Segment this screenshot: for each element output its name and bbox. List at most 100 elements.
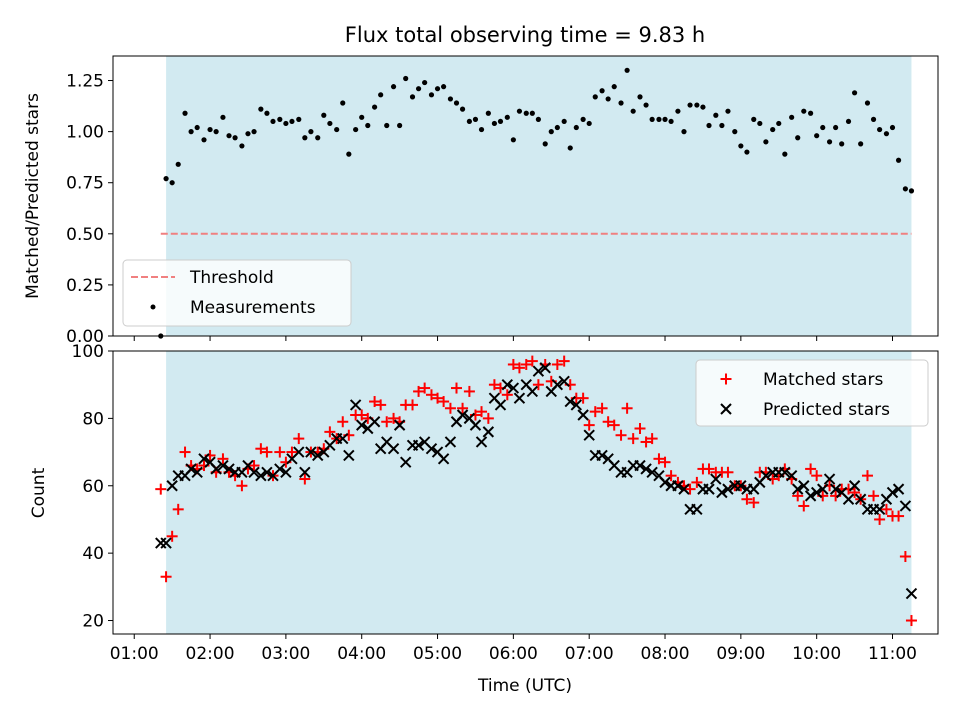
cross-b — [418, 436, 431, 448]
bottom-legend-box — [695, 359, 929, 427]
predicted-point — [368, 416, 381, 428]
predicted-point — [293, 446, 305, 458]
bottom-y-tick-label: 40 — [82, 544, 104, 564]
predicted-point — [261, 466, 273, 478]
cross-b — [337, 432, 349, 445]
matched-point — [741, 493, 753, 505]
bottom-x-tick-label: 04:00 — [337, 644, 386, 664]
matched-point — [381, 416, 393, 428]
measurement-point — [226, 133, 232, 139]
cross-b — [242, 459, 254, 472]
matched-point — [621, 402, 633, 414]
bottom-y-tick-label: 60 — [82, 477, 104, 497]
cross-b — [659, 476, 671, 489]
predicted-point — [475, 436, 488, 448]
measurement-point — [302, 135, 308, 141]
measurement-point — [334, 126, 340, 133]
measurement-point — [175, 161, 181, 167]
predicted-point — [393, 419, 406, 431]
measurement-point — [662, 116, 668, 122]
predicted-point — [191, 466, 203, 478]
measurement-point — [415, 86, 422, 92]
measurement-point — [327, 120, 333, 127]
matched-point — [419, 382, 431, 394]
measurement-point — [353, 126, 359, 133]
matched-point — [602, 416, 614, 428]
measurement-point — [719, 122, 725, 129]
matched-point — [507, 358, 519, 370]
cross-b — [488, 392, 501, 404]
measurement-point — [675, 108, 681, 114]
cross-b — [564, 395, 576, 408]
cross-b — [798, 480, 810, 492]
matched-point — [457, 402, 469, 414]
cross-b — [691, 503, 703, 516]
matched-point — [558, 355, 570, 367]
predicted-point — [305, 446, 317, 458]
measurement-point — [592, 94, 598, 100]
measurement-point — [542, 141, 548, 147]
measurement-point — [321, 112, 327, 118]
cross-b — [823, 473, 836, 485]
matched-point — [388, 412, 400, 424]
measurement-point — [529, 110, 535, 116]
measurement-point — [441, 84, 447, 90]
measurement-point — [390, 84, 397, 90]
measurement-point — [384, 122, 390, 129]
measurement-point — [789, 114, 795, 120]
measurement-point — [845, 118, 852, 125]
cross-b — [596, 449, 608, 462]
predicted-point — [387, 442, 400, 455]
measurement-point — [586, 120, 592, 127]
measurement-point — [757, 120, 763, 127]
matched-point — [356, 409, 368, 421]
predicted-point — [596, 449, 608, 462]
measurement-point — [883, 131, 890, 137]
measurement-point — [497, 118, 504, 125]
matched-point — [596, 402, 608, 414]
matched-point — [444, 402, 456, 414]
count-plot: 20 40 60 80 100 01:00 02:00 03:00 04:00 05:00 06:… — [29, 342, 939, 696]
predicted-point — [823, 473, 836, 485]
matched-point — [482, 412, 494, 424]
top-legend-box — [122, 259, 352, 327]
cross-b — [475, 436, 488, 448]
matched-point — [868, 490, 880, 502]
cross-b — [640, 463, 652, 475]
measurement-point — [359, 114, 365, 120]
predicted-point — [210, 463, 222, 475]
predicted-point — [507, 382, 520, 394]
cross-b — [343, 449, 355, 462]
measurement-point — [459, 106, 466, 112]
predicted-point — [659, 476, 671, 489]
cross-b — [198, 453, 210, 465]
measurement-point — [472, 116, 479, 122]
measurement-point — [725, 108, 731, 114]
top-legend: Threshold Measurements — [122, 259, 352, 327]
predicted-point — [185, 463, 197, 475]
cross-b — [305, 446, 317, 458]
cross-b — [185, 463, 197, 475]
measurement-point — [687, 102, 693, 108]
predicted-point — [564, 395, 576, 408]
measurement-point — [478, 126, 485, 133]
cross-b — [672, 480, 684, 492]
cross-b — [412, 439, 425, 452]
measurement-point — [637, 94, 643, 100]
matched-point — [665, 470, 677, 482]
matched-point — [583, 419, 595, 431]
predicted-point — [299, 466, 311, 478]
measurement-point — [523, 110, 529, 116]
measurement-point — [491, 120, 498, 127]
predicted-point — [343, 449, 355, 462]
measurement-point — [763, 139, 769, 145]
cross-b — [779, 466, 791, 478]
measurement-point — [833, 124, 839, 131]
measurement-point — [447, 96, 454, 102]
predicted-point — [678, 483, 690, 495]
cross-b — [792, 483, 804, 495]
predicted-point — [735, 480, 747, 492]
measurement-point — [782, 151, 788, 157]
predicted-point — [558, 375, 570, 388]
